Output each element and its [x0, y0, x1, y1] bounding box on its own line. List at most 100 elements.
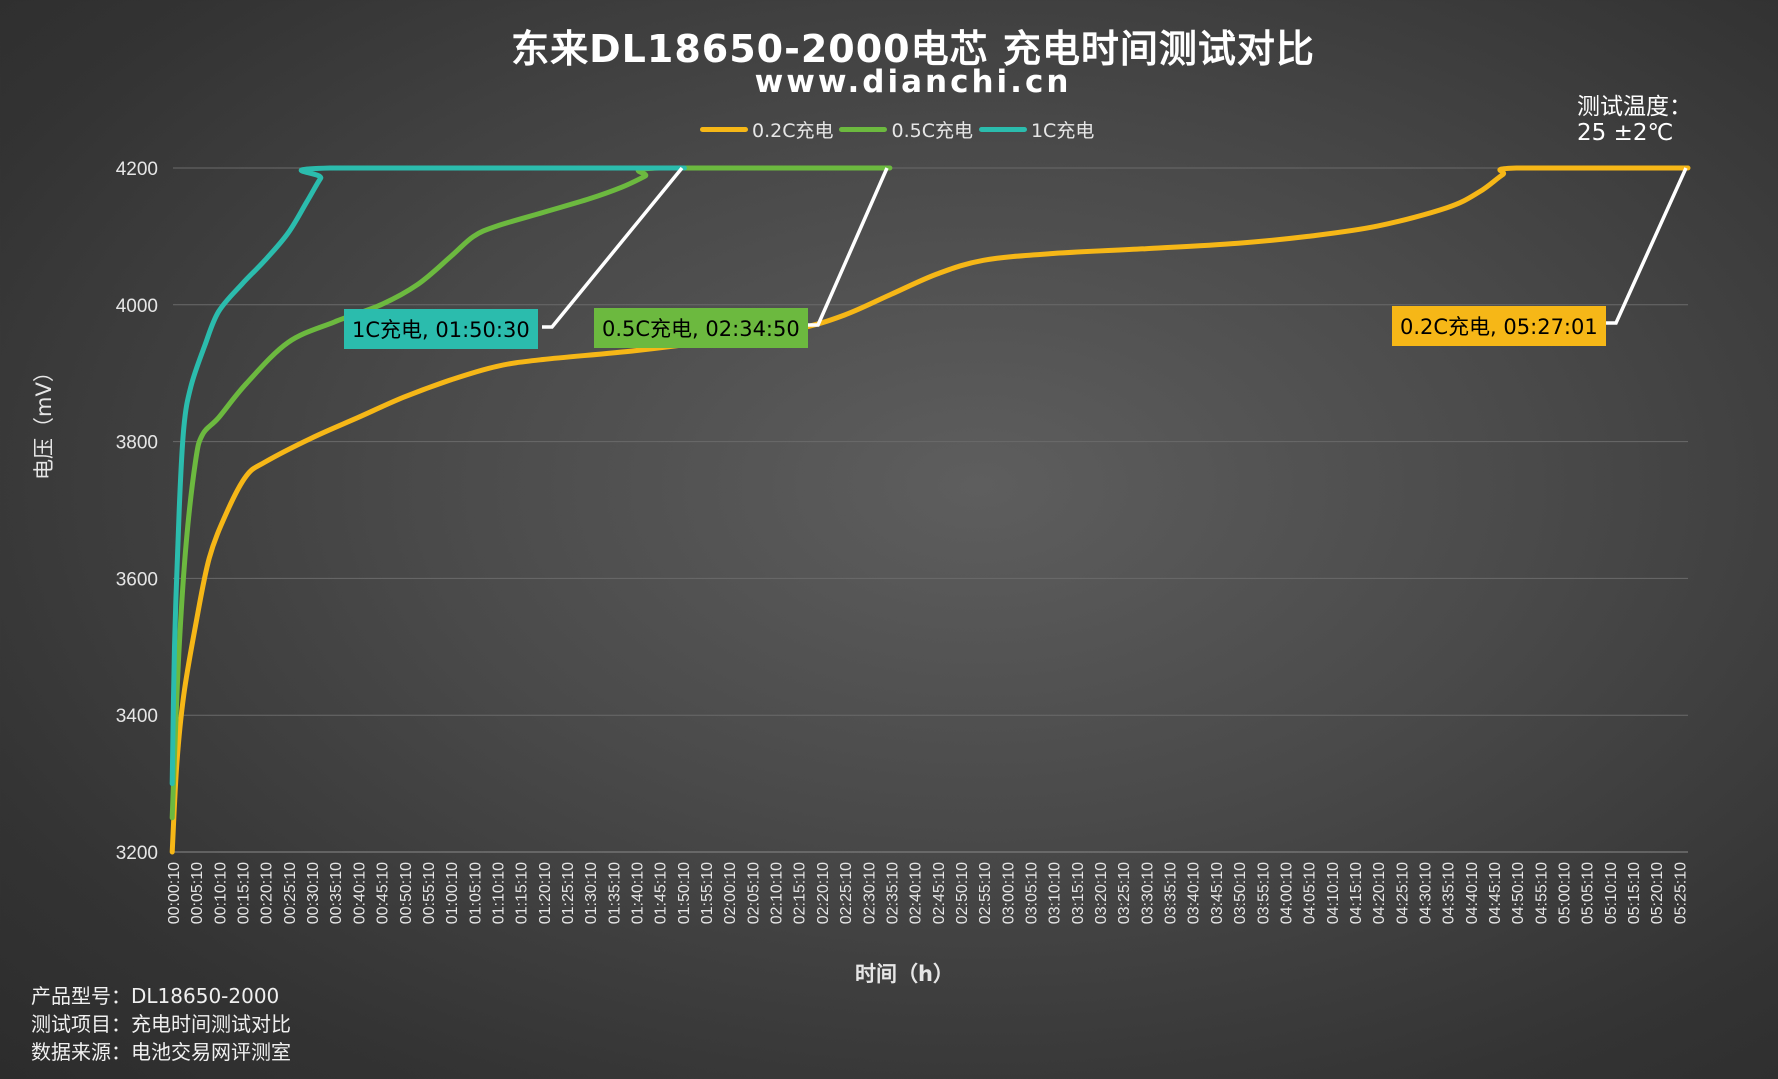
grid-lines — [173, 167, 1688, 853]
x-tick-03:50:10: 03:50:10 — [1232, 862, 1249, 924]
x-tick-04:10:10: 04:10:10 — [1325, 862, 1342, 924]
x-tick-03:15:10: 03:15:10 — [1070, 862, 1087, 924]
x-tick-02:35:10: 02:35:10 — [884, 862, 901, 924]
x-tick-00:05:10: 00:05:10 — [189, 862, 206, 924]
x-tick-04:45:10: 04:45:10 — [1487, 862, 1504, 924]
x-tick-00:20:10: 00:20:10 — [259, 862, 276, 924]
x-tick-04:20:10: 04:20:10 — [1371, 862, 1388, 924]
footer-test-item: 测试项目：充电时间测试对比 — [31, 1012, 291, 1036]
legend-label-05c: 0.5C充电 — [891, 120, 973, 142]
x-tick-04:40:10: 04:40:10 — [1464, 862, 1481, 924]
callout-1c: 1C充电, 01:50:30 — [344, 309, 538, 349]
x-tick-03:00:10: 03:00:10 — [1000, 862, 1017, 924]
legend-label-02c: 0.2C充电 — [752, 120, 834, 142]
x-tick-05:00:10: 05:00:10 — [1557, 862, 1574, 924]
series-line-1 — [169, 165, 893, 821]
x-tick-01:30:10: 01:30:10 — [583, 862, 600, 924]
x-tick-02:30:10: 02:30:10 — [861, 862, 878, 924]
x-tick-01:40:10: 01:40:10 — [630, 862, 647, 924]
x-tick-01:25:10: 01:25:10 — [560, 862, 577, 924]
x-tick-02:45:10: 02:45:10 — [931, 862, 948, 924]
x-tick-03:35:10: 03:35:10 — [1163, 862, 1180, 924]
y-tick-4000: 4000 — [116, 296, 158, 317]
x-tick-01:00:10: 01:00:10 — [444, 862, 461, 924]
chart-subtitle: www.dianchi.cn — [754, 64, 1072, 100]
callout-05c: 0.5C充电, 02:34:50 — [594, 308, 808, 348]
x-tick-03:30:10: 03:30:10 — [1139, 862, 1156, 924]
y-tick-4200: 4200 — [116, 159, 158, 180]
x-tick-04:35:10: 04:35:10 — [1441, 862, 1458, 924]
footer-source: 数据来源：电池交易网评测室 — [31, 1040, 291, 1064]
x-axis-label: 时间（h） — [855, 962, 954, 986]
x-tick-05:15:10: 05:15:10 — [1626, 862, 1643, 924]
leader-05c — [807, 167, 889, 327]
legend-swatch-02c — [700, 127, 748, 132]
callout-leader-lines — [542, 166, 1688, 329]
x-tick-01:35:10: 01:35:10 — [606, 862, 623, 924]
x-tick-01:15:10: 01:15:10 — [514, 862, 531, 924]
legend: 0.2C充电 0.5C充电 1C充电 — [700, 116, 1100, 143]
x-tick-03:25:10: 03:25:10 — [1116, 862, 1133, 924]
x-tick-05:05:10: 05:05:10 — [1580, 862, 1597, 924]
x-tick-01:10:10: 01:10:10 — [490, 862, 507, 924]
x-tick-00:00:10: 00:00:10 — [166, 862, 183, 924]
chart-title: 东来DL18650-2000电芯 充电时间测试对比 — [511, 27, 1315, 71]
x-tick-05:10:10: 05:10:10 — [1603, 862, 1620, 924]
x-tick-00:25:10: 00:25:10 — [282, 862, 299, 924]
x-tick-01:55:10: 01:55:10 — [699, 862, 716, 924]
x-tick-02:55:10: 02:55:10 — [977, 862, 994, 924]
y-tick-labels: 3200 3400 3600 3800 4000 4200 — [116, 159, 158, 864]
x-tick-02:25:10: 02:25:10 — [838, 862, 855, 924]
legend-item-02c: 0.2C充电 — [700, 116, 833, 143]
series-line-2 — [169, 165, 687, 787]
x-tick-05:25:10: 05:25:10 — [1672, 862, 1689, 924]
x-tick-04:55:10: 04:55:10 — [1533, 862, 1550, 924]
temperature-label: 测试温度： — [1577, 94, 1692, 120]
y-axis-label: 电压（mV） — [32, 361, 56, 480]
y-tick-3400: 3400 — [116, 706, 158, 727]
x-tick-labels: 00:00:10 00:05:10 00:10:10 00:15:10 00:20:10… — [166, 862, 1689, 924]
x-tick-00:35:10: 00:35:10 — [328, 862, 345, 924]
legend-label-1c: 1C充电 — [1030, 120, 1095, 142]
y-tick-3200: 3200 — [116, 843, 158, 864]
leader-1c — [542, 166, 684, 329]
x-tick-03:55:10: 03:55:10 — [1255, 862, 1272, 924]
x-tick-04:15:10: 04:15:10 — [1348, 862, 1365, 924]
x-tick-02:50:10: 02:50:10 — [954, 862, 971, 924]
x-tick-02:15:10: 02:15:10 — [792, 862, 809, 924]
x-tick-02:00:10: 02:00:10 — [722, 862, 739, 924]
x-tick-04:30:10: 04:30:10 — [1417, 862, 1434, 924]
series-line-0 — [169, 165, 1691, 855]
legend-swatch-1c — [978, 127, 1027, 132]
x-tick-03:10:10: 03:10:10 — [1047, 862, 1064, 924]
x-tick-03:20:10: 03:20:10 — [1093, 862, 1110, 924]
x-tick-04:25:10: 04:25:10 — [1394, 862, 1411, 924]
x-tick-01:20:10: 01:20:10 — [537, 862, 554, 924]
x-tick-04:05:10: 04:05:10 — [1302, 862, 1319, 924]
x-tick-00:45:10: 00:45:10 — [375, 862, 392, 924]
x-tick-00:15:10: 00:15:10 — [236, 862, 253, 924]
footer-product: 产品型号：DL18650-2000 — [31, 984, 280, 1008]
x-tick-01:05:10: 01:05:10 — [467, 862, 484, 924]
x-tick-00:10:10: 00:10:10 — [212, 862, 229, 924]
x-tick-04:00:10: 04:00:10 — [1278, 862, 1295, 924]
leader-02c — [1604, 167, 1688, 325]
x-tick-05:20:10: 05:20:10 — [1649, 862, 1666, 924]
x-tick-00:50:10: 00:50:10 — [398, 862, 415, 924]
legend-item-1c: 1C充电 — [978, 116, 1095, 143]
x-tick-01:45:10: 01:45:10 — [653, 862, 670, 924]
x-tick-04:50:10: 04:50:10 — [1510, 862, 1527, 924]
x-tick-00:55:10: 00:55:10 — [421, 862, 438, 924]
x-tick-00:40:10: 00:40:10 — [351, 862, 368, 924]
x-tick-02:10:10: 02:10:10 — [769, 862, 786, 924]
x-tick-03:40:10: 03:40:10 — [1186, 862, 1203, 924]
callout-02c: 0.2C充电, 05:27:01 — [1392, 306, 1606, 346]
legend-item-05c: 0.5C充电 — [839, 116, 973, 143]
x-tick-03:45:10: 03:45:10 — [1209, 862, 1226, 924]
y-tick-3800: 3800 — [116, 433, 158, 454]
legend-swatch-05c — [839, 127, 888, 132]
x-tick-02:20:10: 02:20:10 — [815, 862, 832, 924]
x-tick-02:40:10: 02:40:10 — [908, 862, 925, 924]
series-lines — [169, 165, 1691, 855]
